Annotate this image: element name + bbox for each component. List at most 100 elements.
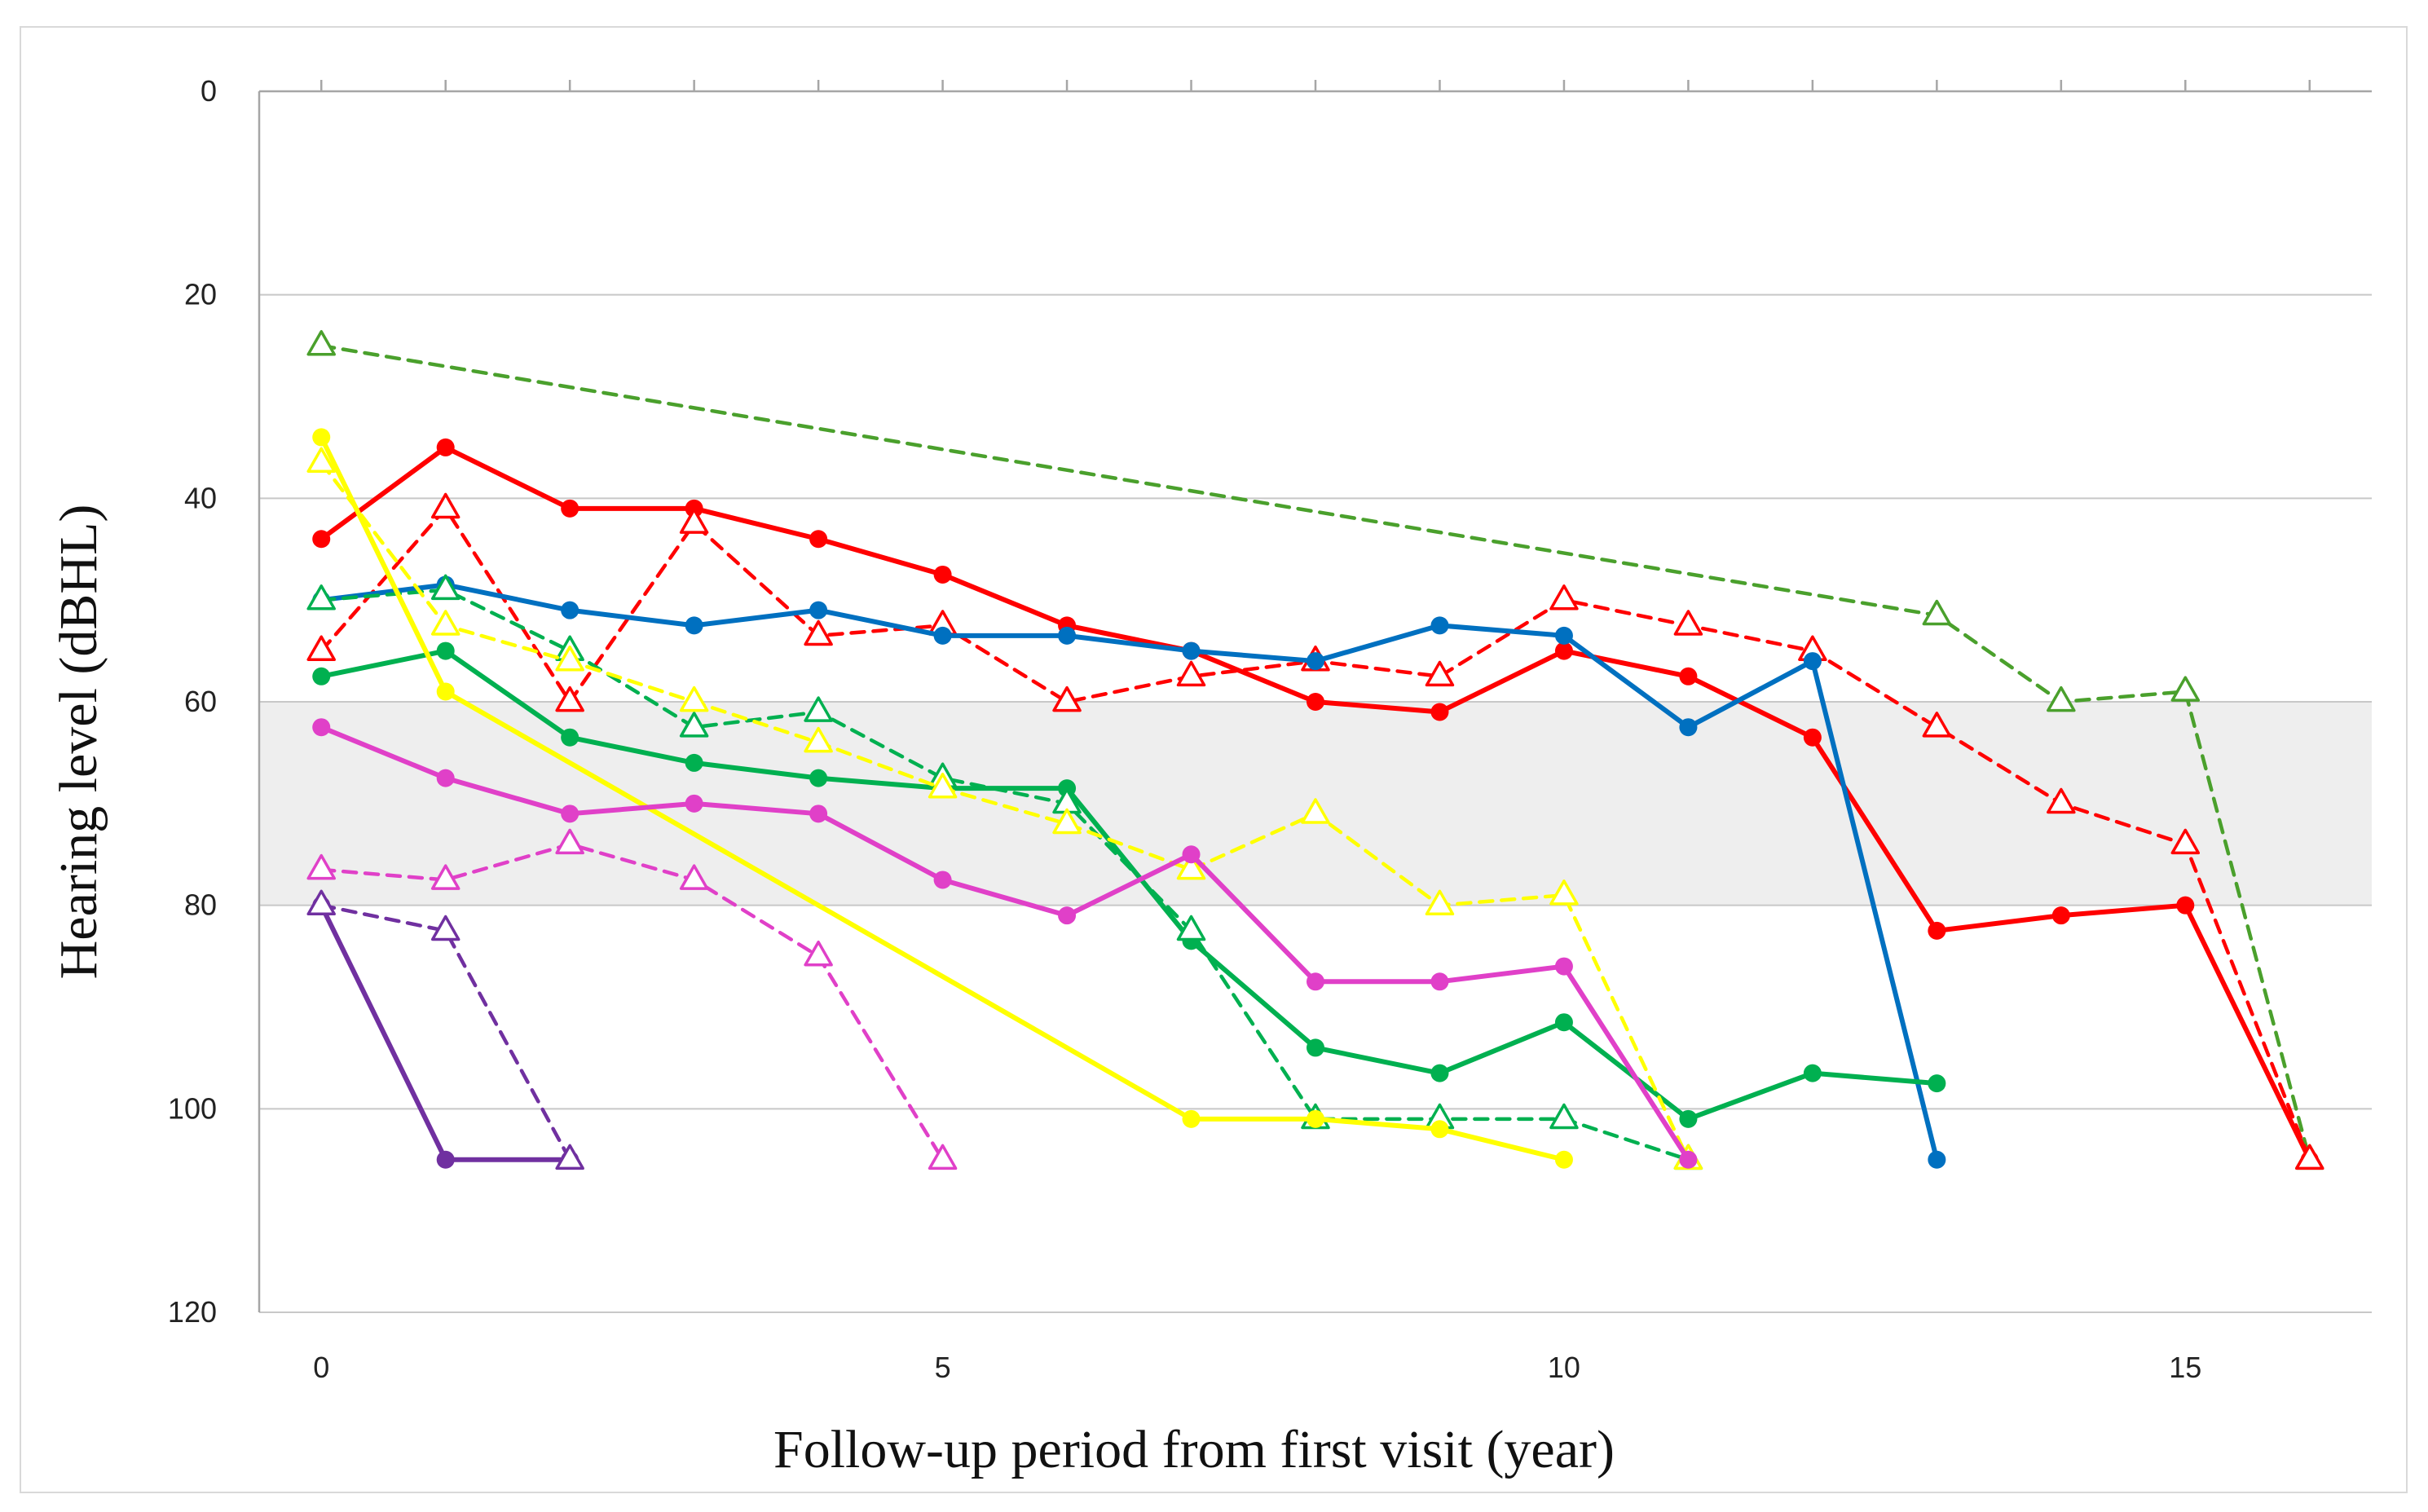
point-red-dashed-13 (1922, 712, 1952, 738)
point-red-solid-0 (312, 530, 331, 549)
point-red-solid-9 (1430, 703, 1449, 721)
point-yellow-dashed-6 (1052, 808, 1082, 835)
series-green-dashed (306, 574, 1703, 1170)
series-line-green-dashed (319, 588, 1690, 1162)
series-line-yellow-solid (319, 434, 1567, 1162)
point-blue-solid-3 (685, 616, 703, 635)
point-yellow-dashed-2 (555, 645, 584, 672)
y-tick-label-60: 60 (184, 685, 217, 718)
series-pink-solid (312, 718, 1698, 1169)
point-red-dashed-7 (1176, 660, 1206, 687)
point-green-dashed-1 (430, 574, 460, 601)
point-green-solid-13 (1928, 1074, 1946, 1093)
point-blue-solid-10 (1554, 626, 1573, 645)
point-blue-solid-2 (561, 601, 579, 619)
point-red-dashed-14 (2047, 787, 2076, 814)
point-blue-solid-8 (1307, 652, 1324, 671)
point-red-solid-15 (2176, 896, 2195, 915)
point-pink-solid-5 (933, 871, 952, 889)
point-green-solid-4 (809, 769, 828, 787)
point-pink-solid-0 (312, 718, 331, 737)
y-tick-label-40: 40 (184, 481, 217, 514)
point-red-dashed-2 (555, 685, 584, 712)
tick-labels: 0 20 40 60 80 100 120 0 5 10 15 (168, 74, 2201, 1384)
point-red-dashed-0 (306, 635, 336, 661)
y-tick-label-120: 120 (168, 1295, 217, 1329)
point-red-dashed-9 (1425, 660, 1455, 687)
point-red-dashed-6 (1052, 685, 1082, 712)
point-blue-solid-13 (1928, 1150, 1946, 1169)
point-green-solid-2 (561, 728, 579, 747)
point-red-solid-14 (2051, 906, 2070, 925)
point-red-dashed-3 (679, 508, 709, 534)
point-yellow-dashed-3 (679, 685, 709, 712)
point-green-solid-9 (1430, 1064, 1449, 1082)
point-yellow-dashed-4 (804, 726, 833, 753)
point-green-dashed-3 (679, 712, 709, 738)
point-purple-dashed-1 (430, 915, 460, 941)
point-red-dashed-1 (430, 492, 460, 519)
point-red-solid-13 (1928, 921, 1946, 940)
x-tick-label-15: 15 (2169, 1351, 2201, 1384)
series-yellow-dashed (306, 447, 1703, 1170)
point-purple-dashed-2 (555, 1144, 584, 1170)
point-pink-solid-9 (1430, 972, 1449, 991)
series-blue-solid (312, 575, 1946, 1169)
axes (258, 80, 2372, 1312)
point-blue-solid-4 (809, 601, 828, 619)
point-red-solid-11 (1679, 667, 1698, 685)
point-pink-solid-8 (1307, 972, 1324, 991)
point-pink-dashed-5 (928, 1144, 958, 1170)
series-line-purple-dashed (319, 903, 572, 1162)
point-pink-solid-4 (809, 804, 828, 823)
point-red-solid-5 (933, 565, 952, 584)
point-red-solid-12 (1803, 728, 1822, 747)
point-dark-green-dashed-2 (2047, 685, 2076, 712)
point-yellow-dashed-10 (1549, 879, 1579, 906)
series-line-purple-solid (319, 902, 573, 1162)
y-tick-label-100: 100 (168, 1091, 217, 1125)
point-pink-dashed-3 (679, 864, 709, 890)
point-yellow-dashed-9 (1425, 889, 1455, 916)
point-yellow-dashed-1 (430, 610, 460, 636)
point-green-dashed-10 (1549, 1103, 1579, 1130)
point-purple-dashed-0 (306, 889, 336, 916)
y-tick-label-0: 0 (200, 74, 217, 108)
point-red-solid-2 (561, 499, 579, 518)
point-red-dashed-11 (1673, 610, 1703, 636)
point-blue-solid-6 (1058, 626, 1077, 645)
point-dark-green-dashed-1 (1922, 599, 1952, 626)
point-pink-dashed-2 (555, 828, 584, 855)
point-yellow-solid-2 (1182, 1109, 1201, 1128)
point-green-solid-0 (312, 667, 331, 685)
series-line-blue-solid (319, 582, 1940, 1162)
point-green-solid-10 (1554, 1013, 1573, 1032)
point-green-dashed-0 (306, 584, 336, 611)
point-red-dashed-10 (1549, 584, 1579, 611)
point-green-solid-8 (1307, 1038, 1324, 1057)
point-red-dashed-4 (804, 619, 833, 646)
point-pink-solid-1 (436, 769, 455, 787)
point-dark-green-dashed-3 (2170, 676, 2201, 702)
point-green-solid-11 (1679, 1109, 1698, 1128)
point-yellow-dashed-0 (306, 447, 336, 474)
series-line-pink-solid (319, 725, 1691, 1162)
point-yellow-solid-1 (436, 682, 455, 701)
point-yellow-dashed-8 (1301, 798, 1330, 824)
point-blue-solid-9 (1430, 616, 1449, 635)
point-green-solid-12 (1803, 1064, 1822, 1082)
point-pink-dashed-1 (430, 864, 460, 890)
series-purple-dashed (306, 889, 584, 1170)
point-red-solid-4 (809, 530, 828, 549)
point-blue-solid-7 (1182, 641, 1201, 660)
point-red-solid-8 (1307, 693, 1324, 711)
series-line-yellow-dashed (319, 461, 1690, 1162)
point-pink-solid-6 (1058, 906, 1077, 925)
series-line-pink-dashed (319, 842, 945, 1162)
point-red-solid-1 (436, 438, 455, 456)
series-layer (306, 329, 2324, 1170)
y-axis-title: Hearing level (dBHL) (49, 505, 108, 980)
x-tick-label-10: 10 (1548, 1351, 1580, 1384)
point-pink-solid-7 (1182, 845, 1201, 864)
